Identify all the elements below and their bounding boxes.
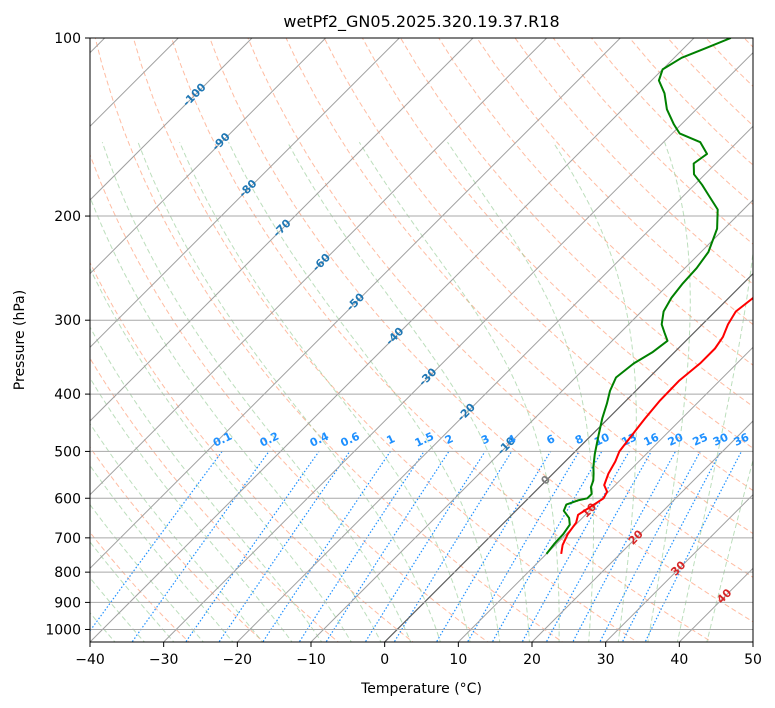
moist-adiabat: [552, 141, 637, 642]
dry-adiabat: [171, 38, 713, 642]
y-tick-label: 200: [54, 209, 81, 225]
y-tick-label: 900: [54, 595, 81, 611]
y-axis-title: Pressure (hPa): [12, 290, 28, 390]
chart-title: wetPf2_GN05.2025.320.19.37.R18: [283, 12, 559, 32]
x-axis-title: Temperature (°C): [360, 681, 482, 697]
moist-adiabat: [287, 141, 530, 642]
x-tick-label: 0: [380, 652, 389, 668]
moist-adiabat: [447, 141, 594, 642]
isotherm-line: [90, 38, 401, 349]
sounding-series: [545, 38, 753, 555]
moist-adiabat: [90, 377, 293, 642]
mixing-ratio-line: [572, 451, 677, 642]
dry-adiabat: [769, 25, 775, 645]
x-tick-label: −20: [223, 652, 253, 668]
y-tick-label: 500: [54, 444, 81, 460]
moist-adiabat: [358, 141, 560, 642]
isotherm-line: [604, 493, 753, 642]
x-tick-label: 20: [523, 652, 541, 668]
mixing-ratio-line: [185, 451, 320, 642]
pressure-gridlines: [90, 38, 753, 630]
isotherm-line: [90, 38, 327, 275]
mixing-ratio-label: 20: [666, 430, 686, 448]
isotherm-line: [236, 125, 753, 642]
isotherm-line: [752, 641, 753, 642]
moist-adiabat: [90, 541, 175, 642]
moist-adiabat: [90, 503, 204, 642]
temperature-line: [560, 296, 753, 555]
mixing-ratio-line: [262, 451, 391, 642]
y-tick-label: 1000: [45, 622, 81, 638]
isotherm-line: [531, 420, 753, 642]
x-axis-ticks: −40 −30 −20 −10 0 10 20 30 40 50: [75, 642, 762, 668]
isotherm-line: [90, 38, 622, 570]
mixing-ratio-label: 16: [642, 430, 662, 448]
moist-adiabat: [90, 267, 352, 642]
freezing-isotherm: [383, 272, 753, 642]
moist-adiabat: [228, 141, 501, 642]
y-tick-label: 300: [54, 313, 81, 329]
mixing-ratio-line: [466, 451, 580, 642]
dry-adiabat: [247, 38, 753, 578]
mixing-ratio-line: [90, 451, 223, 632]
isotherm-line: [162, 51, 753, 642]
y-tick-label: 600: [54, 491, 81, 507]
x-tick-label: 40: [670, 652, 688, 668]
x-tick-label: −10: [296, 652, 326, 668]
y-axis-ticks: 100 200 300 400 500 600 700 800 900 1000: [45, 31, 90, 638]
y-tick-label: 700: [54, 531, 81, 547]
isotherm-line: [310, 199, 753, 642]
mixing-ratio-label: 25: [690, 431, 709, 449]
mixing-ratio-label: 36: [732, 430, 752, 448]
isotherm-line: [90, 38, 474, 422]
isotherm-line: [90, 38, 548, 496]
plot-border: [89, 37, 754, 643]
moist-adiabat: [647, 142, 691, 642]
x-tick-label: −30: [149, 652, 179, 668]
x-tick-label: 50: [744, 652, 762, 668]
mixing-ratio-line: [621, 451, 722, 642]
dry-adiabat: [90, 153, 489, 642]
mixing-ratio-line: [491, 451, 603, 642]
mixing-ratio-line: [599, 451, 701, 642]
isotherm-line: [90, 38, 695, 642]
isotherm-line: [90, 38, 253, 201]
x-tick-label: −40: [75, 652, 105, 668]
plot-frame: [89, 37, 754, 643]
background-lines: [90, 25, 775, 645]
dry-adiabat: [361, 38, 753, 449]
x-tick-label: 10: [449, 652, 467, 668]
x-tick-label: 30: [597, 652, 615, 668]
y-tick-label: 400: [54, 387, 81, 403]
moist-adiabat: [179, 142, 471, 642]
dry-adiabat: [438, 38, 753, 366]
moist-adiabat: [137, 142, 441, 642]
y-tick-label: 800: [54, 565, 81, 581]
moist-adiabat: [90, 577, 146, 642]
y-tick-label: 100: [54, 31, 81, 47]
dry-adiabat: [285, 38, 753, 535]
moist-adiabat: [90, 422, 264, 642]
moist-adiabat: [90, 326, 323, 642]
dry-adiabat: [323, 38, 753, 492]
dewpoint-line: [545, 38, 732, 555]
mixing-ratio-line: [298, 451, 425, 642]
isotherm-line: [457, 346, 753, 642]
mixing-ratio-label: 30: [711, 430, 731, 448]
moist-adiabat: [676, 249, 753, 642]
mixing-ratio-line: [393, 451, 513, 642]
mixing-ratio-line: [218, 451, 351, 642]
mixing-ratio-line: [435, 451, 552, 642]
